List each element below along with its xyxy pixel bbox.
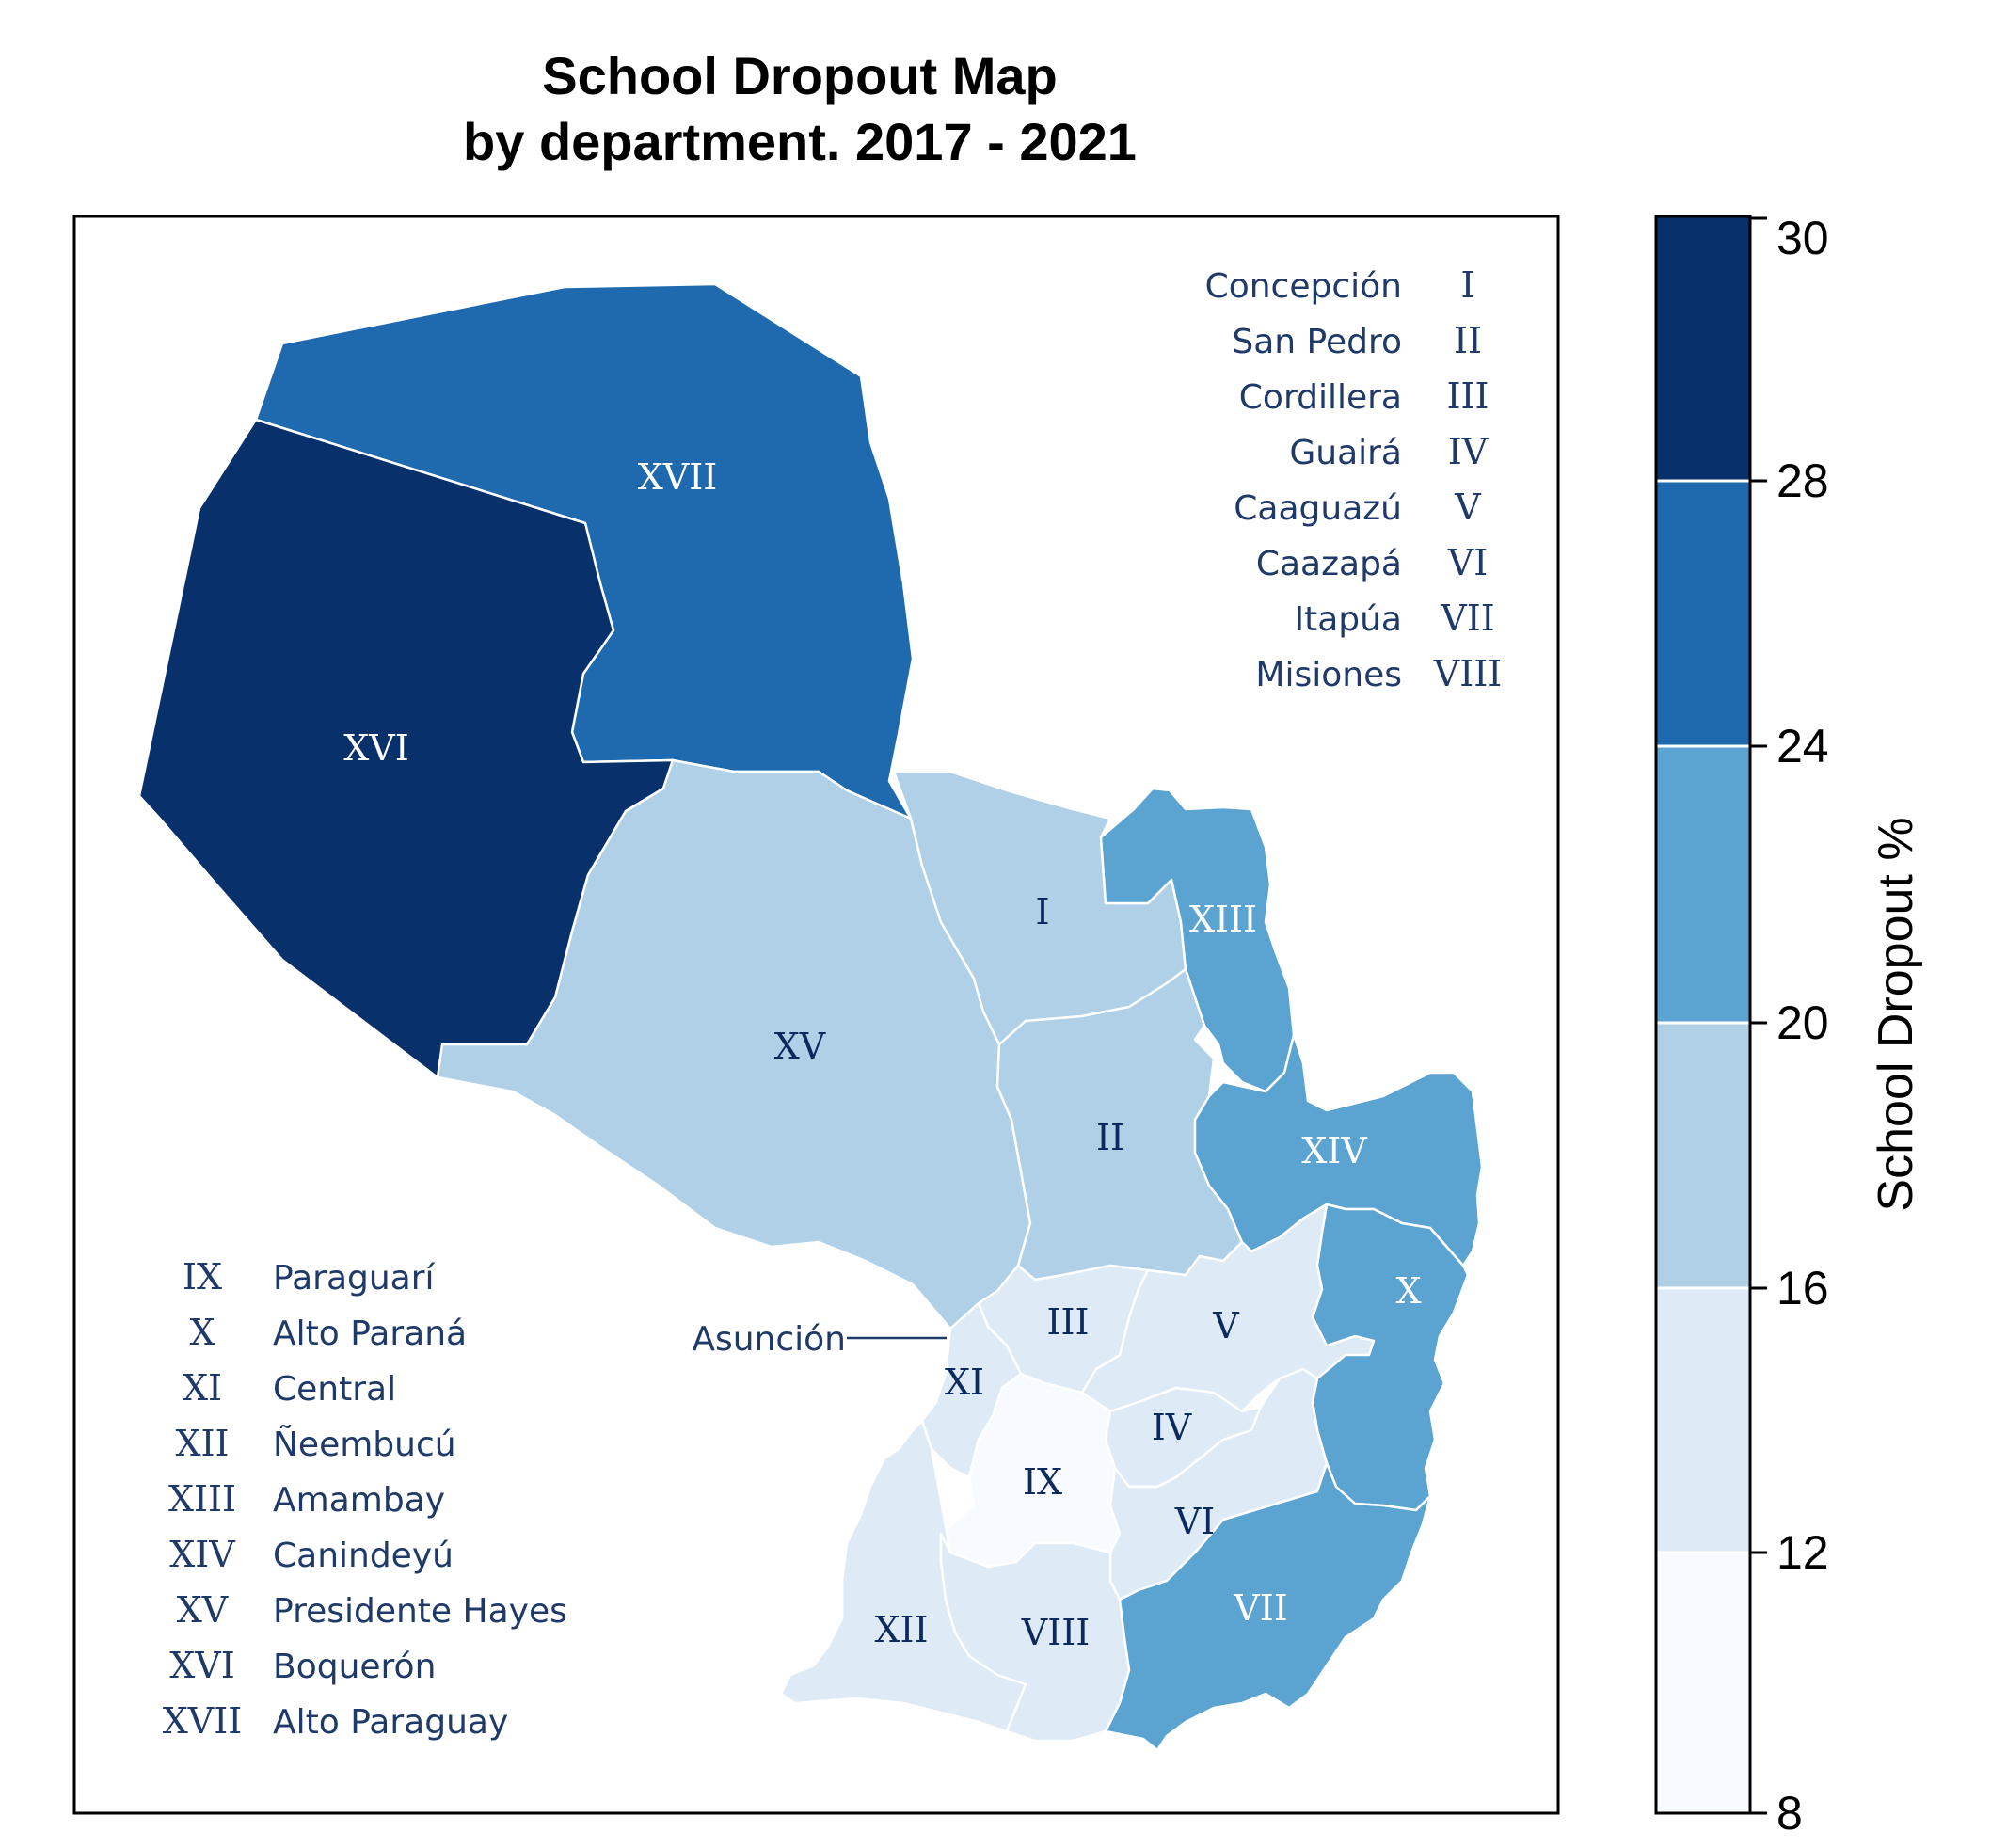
label-vi: VI — [1174, 1501, 1215, 1542]
map-frame — [72, 215, 1560, 1815]
colorbar-tick: 16 — [1776, 1262, 1829, 1314]
region-vii[interactable] — [1104, 1461, 1432, 1752]
colorbar: 8 12 16 20 24 28 30 School Dropout % — [1654, 212, 1923, 1840]
label-xiii: XIII — [1189, 899, 1257, 940]
legend-left-name: Boquerón — [273, 1648, 436, 1686]
label-x: X — [1395, 1270, 1421, 1312]
legend-left-name: Paraguarí — [273, 1259, 436, 1298]
label-xvi: XVI — [343, 727, 409, 769]
legend-right-num: IV — [1448, 431, 1489, 472]
legend-left-name: Central — [273, 1370, 396, 1409]
label-xi: XI — [945, 1362, 984, 1403]
legend-right-name: Itapúa — [1294, 600, 1402, 639]
label-ii: II — [1096, 1117, 1124, 1158]
legend-right-num: VI — [1447, 542, 1488, 583]
colorbar-tick: 12 — [1776, 1526, 1829, 1579]
map-subtitle: by department. 2017 - 2021 — [463, 112, 1137, 171]
label-xvii: XVII — [638, 456, 718, 498]
legend-left-name: Alto Paraná — [273, 1314, 467, 1353]
label-vii: VII — [1233, 1587, 1287, 1629]
legend-right-name: San Pedro — [1232, 323, 1402, 361]
label-ix: IX — [1023, 1461, 1062, 1503]
legend-right-name: Concepción — [1205, 267, 1402, 306]
label-xv: XV — [774, 1026, 826, 1067]
map-title: School Dropout Map — [542, 46, 1058, 105]
legend-right-name: Cordillera — [1239, 378, 1402, 417]
colorbar-tick: 24 — [1776, 720, 1829, 773]
colorbar-band-20-24 — [1656, 746, 1750, 1023]
legend-right-num: I — [1460, 264, 1474, 306]
legend-left-name: Presidente Hayes — [273, 1592, 567, 1631]
legend-left-num: XI — [183, 1367, 222, 1409]
legend-right-num: V — [1454, 486, 1481, 528]
colorbar-tick: 8 — [1776, 1787, 1803, 1840]
legend-left-num: XII — [175, 1423, 229, 1464]
colorbar-frame — [1654, 215, 1752, 1815]
colorbar-tick: 28 — [1776, 454, 1829, 507]
colorbar-band-16-20 — [1656, 1023, 1750, 1288]
legend-right: Concepción I San Pedro II Cordillera III… — [1205, 264, 1503, 694]
label-iv: IV — [1152, 1407, 1192, 1448]
legend-left-num: XVI — [169, 1645, 235, 1686]
legend-left-num: XIV — [169, 1534, 235, 1575]
legend-right-name: Caaguazú — [1234, 489, 1402, 528]
colorbar-label: School Dropout % — [1869, 817, 1923, 1211]
label-i: I — [1035, 891, 1049, 932]
legend-left-name: Ñeembucú — [273, 1425, 456, 1464]
legend-left-name: Amambay — [273, 1481, 445, 1520]
label-xii: XII — [874, 1609, 928, 1650]
legend-right-name: Caazapá — [1256, 545, 1402, 583]
label-asuncion: Asunción — [692, 1320, 846, 1359]
legend-left-name: Canindeyú — [273, 1537, 454, 1575]
label-v: V — [1212, 1305, 1239, 1346]
legend-right-num: VIII — [1433, 653, 1502, 694]
legend-right-name: Guairá — [1289, 434, 1402, 472]
label-iii: III — [1046, 1301, 1089, 1343]
colorbar-band-8-12 — [1656, 1553, 1750, 1813]
legend-left-num: IX — [183, 1256, 222, 1298]
label-viii: VIII — [1021, 1612, 1090, 1653]
legend-left-num: XV — [177, 1589, 229, 1631]
legend-right-num: II — [1454, 320, 1482, 361]
colorbar-tick: 20 — [1776, 996, 1829, 1049]
legend-right-name: Misiones — [1255, 656, 1402, 694]
legend-left: IX Paraguarí X Alto Paraná XI Central XI… — [163, 1256, 567, 1742]
colorbar-tick: 30 — [1776, 212, 1829, 264]
legend-right-num: VII — [1440, 597, 1494, 639]
label-xiv: XIV — [1301, 1130, 1367, 1171]
legend-left-num: XVII — [163, 1700, 243, 1742]
legend-left-num: XIII — [168, 1478, 236, 1520]
colorbar-band-24-28 — [1656, 481, 1750, 746]
legend-right-num: III — [1446, 375, 1489, 417]
legend-left-num: X — [189, 1312, 215, 1353]
colorbar-band-12-16 — [1656, 1288, 1750, 1553]
legend-left-name: Alto Paraguay — [273, 1703, 508, 1742]
colorbar-band-28-30 — [1656, 216, 1750, 481]
